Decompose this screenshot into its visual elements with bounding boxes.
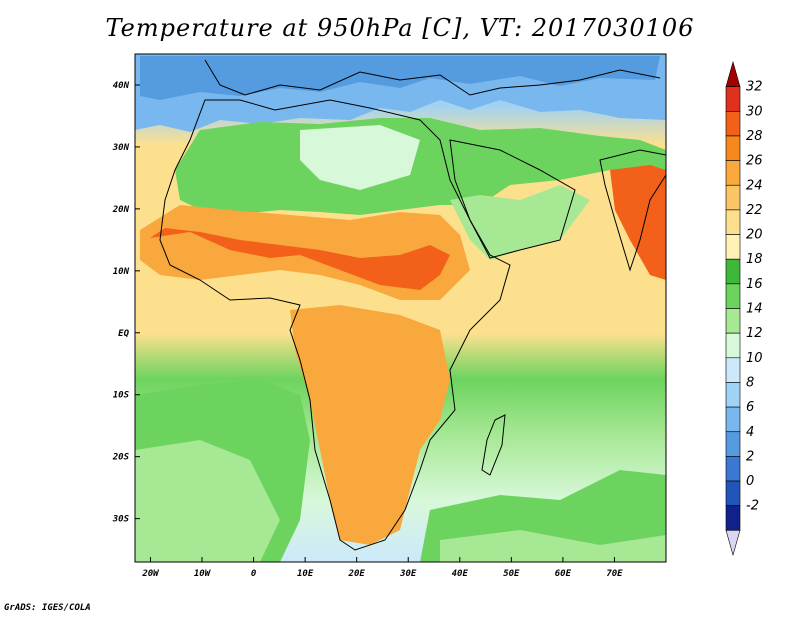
- colorbar-swatch: [725, 332, 741, 359]
- colorbar-label: 18: [746, 252, 763, 267]
- colorbar-swatch: [725, 456, 741, 482]
- africa-coastline: [159, 99, 511, 551]
- lat-tick-label: 20N: [112, 205, 130, 215]
- colorbar-swatch: [725, 234, 741, 260]
- colorbar-label: 28: [746, 129, 763, 144]
- credit-label: GrADS: IGES/COLA: [4, 603, 91, 613]
- lon-tick-label: 20E: [348, 569, 366, 579]
- colorbar-label: 16: [746, 277, 763, 292]
- colorbar-label: 8: [746, 375, 754, 390]
- colorbar-swatch: [725, 258, 741, 285]
- colorbar-label: -2: [746, 499, 759, 514]
- lon-tick-label: 30E: [399, 569, 417, 579]
- sahara-cool-core: [300, 125, 420, 190]
- colorbar-top-arrow: [725, 60, 741, 87]
- south-indian-light: [440, 530, 666, 562]
- lon-tick-label: 70E: [606, 569, 623, 579]
- colorbar-swatch: [725, 480, 741, 506]
- madagascar-outline: [481, 414, 506, 476]
- arabia-outline: [449, 139, 576, 259]
- colorbar-label: 26: [746, 154, 763, 169]
- plot-frame: [134, 53, 667, 563]
- sahel-hottest-core: [150, 228, 450, 290]
- india-hot-region: [610, 165, 666, 280]
- lon-tick-label: 20W: [141, 569, 160, 579]
- south-atlantic-light: [135, 440, 280, 562]
- lon-tick-label: 60E: [555, 569, 572, 579]
- colorbar-swatch: [725, 209, 741, 235]
- colorbar-swatch: [725, 160, 741, 186]
- colorbar-label: 20: [746, 228, 763, 243]
- cold-core-north: [140, 56, 660, 100]
- colorbar-swatch: [725, 357, 741, 383]
- colorbar-swatch: [725, 111, 741, 137]
- colorbar-swatch: [725, 283, 741, 309]
- sahara-cool-band: [175, 118, 666, 215]
- colorbar-swatch: [725, 505, 741, 531]
- colorbar-label: 14: [746, 302, 763, 317]
- colorbar-label: 0: [746, 474, 754, 489]
- colorbar-swatch: [725, 135, 741, 161]
- colorbar-bottom-arrow: [725, 530, 741, 557]
- lon-tick-label: 10W: [194, 569, 212, 579]
- colorbar-label: 2: [746, 449, 754, 464]
- colorbar-label: 6: [746, 400, 754, 415]
- colorbar-swatch: [725, 184, 741, 211]
- colorbar-swatch: [725, 86, 741, 112]
- colorbar-label: 30: [746, 104, 763, 119]
- colorbar-label: 24: [746, 178, 763, 193]
- india-outline: [599, 149, 666, 272]
- lon-tick-label: 10E: [297, 569, 314, 579]
- colorbar-swatch: [725, 406, 741, 433]
- lat-tick-label: 30S: [112, 515, 130, 525]
- lat-tick-label: 20S: [112, 453, 130, 463]
- chart-title: Temperature at 950hPa [C], VT: 201703010…: [105, 14, 695, 42]
- lat-tick-label: 10N: [113, 267, 130, 277]
- colorbar-swatch: [725, 382, 741, 408]
- colorbar-label: 22: [746, 203, 763, 218]
- lat-tick-label: EQ: [118, 329, 129, 339]
- colorbar-label: 32: [746, 80, 763, 95]
- central-africa-warm: [290, 305, 450, 545]
- lon-tick-label: 40E: [452, 569, 469, 579]
- lat-tick-label: 30N: [112, 143, 130, 153]
- colorbar-swatch: [725, 308, 741, 334]
- lat-tick-label: 10S: [113, 391, 130, 401]
- lon-tick-label: 50E: [503, 569, 520, 579]
- colorbar-label: 4: [746, 425, 754, 440]
- europe-coastline: [204, 59, 661, 96]
- colorbar-label: 12: [746, 326, 763, 341]
- lat-tick-label: 40N: [113, 81, 130, 91]
- lon-tick-label: 0: [251, 569, 257, 579]
- colorbar-swatch: [725, 431, 741, 457]
- colorbar-label: 10: [746, 351, 763, 366]
